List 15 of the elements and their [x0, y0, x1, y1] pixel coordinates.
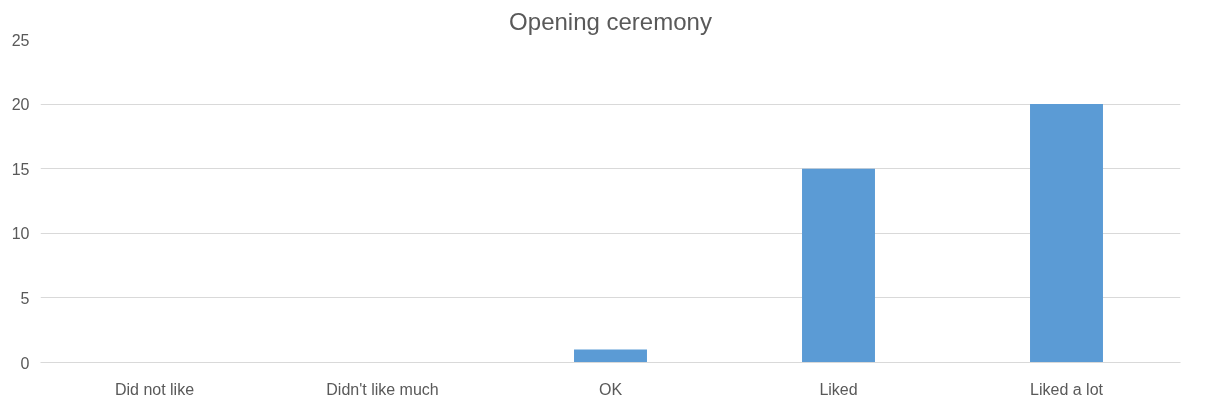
- y-tick-label: 25: [11, 31, 30, 49]
- bar: [802, 168, 875, 363]
- y-tick-label: 5: [20, 289, 30, 307]
- x-tick-label: Liked: [819, 380, 858, 398]
- chart-title: Opening ceremony: [509, 7, 712, 35]
- y-tick-label: 10: [11, 225, 30, 243]
- bar: [1030, 104, 1103, 363]
- y-tick-label: 20: [11, 96, 30, 114]
- y-tick-label: 0: [20, 354, 30, 372]
- bar: [574, 349, 647, 363]
- y-tick-label: 15: [11, 160, 30, 178]
- x-tick-label: Did not like: [114, 380, 195, 398]
- x-tick-label: Didn't like much: [326, 380, 439, 398]
- x-tick-label: OK: [598, 380, 623, 398]
- x-tick-label: Liked a lot: [1030, 380, 1104, 398]
